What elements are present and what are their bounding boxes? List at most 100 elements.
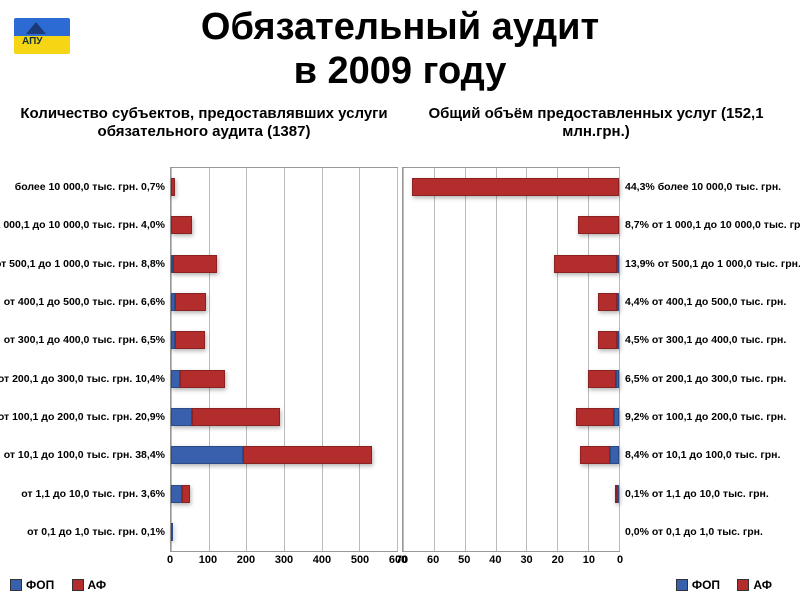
bar-segment-af	[243, 446, 372, 464]
bar-segment-fop	[617, 485, 619, 503]
x-tick: 40	[489, 554, 501, 566]
bar-segment-af	[412, 178, 619, 196]
bar-row: 8,7% от 1 000,1 до 10 000,0 тыс. грн.	[403, 206, 619, 244]
bar-segment-af	[173, 255, 217, 273]
bar-stack	[171, 485, 190, 503]
category-label: 13,9% от 500,1 до 1 000,0 тыс. грн.	[625, 258, 800, 270]
bar-row: 0,1% от 1,1 до 10,0 тыс. грн.	[403, 474, 619, 512]
bar-stack	[171, 331, 205, 349]
page-title: Обязательный аудит в 2009 году	[0, 6, 800, 93]
bar-segment-fop	[171, 370, 180, 388]
bar-segment-af	[171, 216, 192, 234]
category-label: 8,7% от 1 000,1 до 10 000,0 тыс. грн.	[625, 219, 800, 231]
bar-row: 6,5% от 200,1 до 300,0 тыс. грн.	[403, 360, 619, 398]
x-tick: 400	[313, 554, 331, 566]
bar-segment-fop	[610, 446, 619, 464]
bar-stack	[171, 178, 175, 196]
bar-segment-fop	[171, 523, 173, 541]
bar-segment-af	[175, 293, 206, 311]
bar-segment-af	[598, 293, 617, 311]
bar-segment-af	[580, 446, 610, 464]
bar-segment-fop	[171, 408, 192, 426]
category-label: от 100,1 до 200,0 тыс. грн. 20,9%	[0, 411, 165, 423]
bar-row: от 100,1 до 200,0 тыс. грн. 20,9%	[171, 398, 397, 436]
left-chart-title: Количество субъектов, предоставлявших ус…	[10, 105, 398, 161]
bar-row: от 1 000,1 до 10 000,0 тыс. грн. 4,0%	[171, 206, 397, 244]
category-label: 6,5% от 200,1 до 300,0 тыс. грн.	[625, 373, 786, 385]
category-label: 4,4% от 400,1 до 500,0 тыс. грн.	[625, 296, 786, 308]
category-label: 0,0% от 0,1 до 1,0 тыс. грн.	[625, 526, 763, 538]
bar-segment-af	[182, 485, 190, 503]
bar-segment-af	[171, 178, 175, 196]
title-line1: Обязательный аудит	[201, 6, 599, 48]
x-tick: 500	[351, 554, 369, 566]
bar-stack	[580, 446, 619, 464]
legend-item-af-r: АФ	[737, 578, 772, 592]
legend-item-fop: ФОП	[10, 578, 54, 592]
bar-row: от 10,1 до 100,0 тыс. грн. 38,4%	[171, 436, 397, 474]
bar-stack	[578, 216, 619, 234]
bar-stack	[576, 408, 619, 426]
bar-stack	[171, 293, 206, 311]
category-label: 9,2% от 100,1 до 200,0 тыс. грн.	[625, 411, 786, 423]
bar-stack	[171, 216, 192, 234]
bar-row: более 10 000,0 тыс. грн. 0,7%	[171, 168, 397, 206]
bar-stack	[171, 370, 225, 388]
left-plot: более 10 000,0 тыс. грн. 0,7%от 1 000,1 …	[10, 167, 398, 574]
x-tick: 50	[458, 554, 470, 566]
bar-row: от 500,1 до 1 000,0 тыс. грн. 8,8%	[171, 245, 397, 283]
x-tick: 30	[520, 554, 532, 566]
bar-stack	[598, 331, 619, 349]
right-plot: 44,3% более 10 000,0 тыс. грн.8,7% от 1 …	[402, 167, 790, 574]
bar-stack	[171, 446, 372, 464]
gridline	[619, 168, 620, 551]
bar-segment-af	[598, 331, 617, 349]
legend-item-fop-r: ФОП	[676, 578, 720, 592]
bar-stack	[171, 255, 217, 273]
category-label: 0,1% от 1,1 до 10,0 тыс. грн.	[625, 488, 769, 500]
category-label: от 10,1 до 100,0 тыс. грн. 38,4%	[4, 449, 165, 461]
legend-swatch-blue	[10, 579, 22, 591]
bar-row: 0,0% от 0,1 до 1,0 тыс. грн.	[403, 513, 619, 551]
right-legend: ФОП АФ	[402, 574, 790, 594]
right-chart-panel: Общий объём предоставленных услуг (152,1…	[402, 105, 790, 594]
bar-stack	[598, 293, 619, 311]
legend-item-af: АФ	[72, 578, 107, 592]
bar-segment-af	[175, 331, 205, 349]
bar-stack	[588, 370, 619, 388]
bar-row: 4,4% от 400,1 до 500,0 тыс. грн.	[403, 283, 619, 321]
x-tick: 10	[583, 554, 595, 566]
x-tick: 20	[552, 554, 564, 566]
legend-swatch-blue-r	[676, 579, 688, 591]
bar-segment-af	[180, 370, 225, 388]
bar-segment-fop	[617, 331, 619, 349]
category-label: более 10 000,0 тыс. грн. 0,7%	[15, 181, 165, 193]
left-x-axis: 0100200300400500600	[170, 552, 398, 574]
category-label: от 1 000,1 до 10 000,0 тыс. грн. 4,0%	[0, 219, 165, 231]
bar-stack	[171, 408, 280, 426]
bar-stack	[412, 178, 619, 196]
left-chart-panel: Количество субъектов, предоставлявших ус…	[10, 105, 398, 594]
x-tick: 60	[427, 554, 439, 566]
right-bars-area: 44,3% более 10 000,0 тыс. грн.8,7% от 1 …	[402, 167, 620, 552]
bar-segment-fop	[617, 255, 619, 273]
charts-container: Количество субъектов, предоставлявших ус…	[10, 105, 790, 594]
x-tick: 300	[275, 554, 293, 566]
legend-swatch-red	[72, 579, 84, 591]
bar-segment-fop	[614, 408, 619, 426]
bar-segment-af	[576, 408, 615, 426]
x-tick: 0	[617, 554, 623, 566]
bar-segment-fop	[171, 446, 243, 464]
left-legend: ФОП АФ	[10, 574, 398, 594]
bar-row: 13,9% от 500,1 до 1 000,0 тыс. грн.	[403, 245, 619, 283]
category-label: 4,5% от 300,1 до 400,0 тыс. грн.	[625, 334, 786, 346]
bar-segment-af	[588, 370, 615, 388]
bar-row: 44,3% более 10 000,0 тыс. грн.	[403, 168, 619, 206]
bar-row: 8,4% от 10,1 до 100,0 тыс. грн.	[403, 436, 619, 474]
legend-label-af: АФ	[88, 578, 107, 592]
right-chart-title: Общий объём предоставленных услуг (152,1…	[402, 105, 790, 161]
bar-row: от 1,1 до 10,0 тыс. грн. 3,6%	[171, 474, 397, 512]
x-tick: 100	[199, 554, 217, 566]
legend-label-fop: ФОП	[26, 578, 54, 592]
bar-row: от 0,1 до 1,0 тыс. грн. 0,1%	[171, 513, 397, 551]
